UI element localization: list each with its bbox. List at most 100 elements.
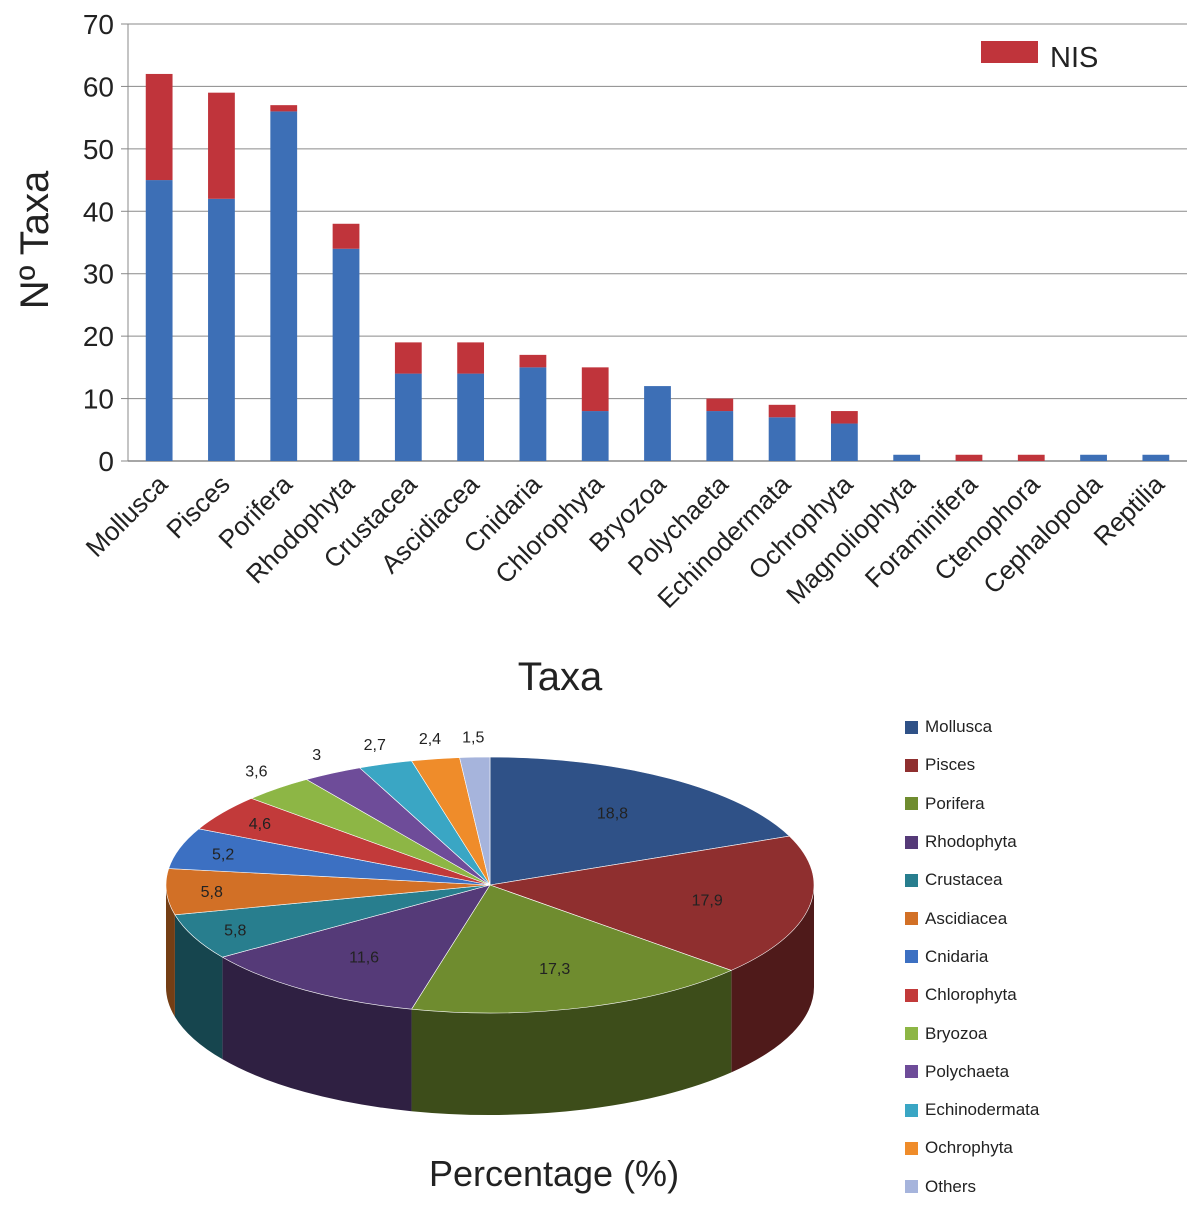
pie-label-chlorophyta: 4,6 xyxy=(249,816,271,833)
bar-segment-chlorophyta-nis xyxy=(581,367,609,412)
pie-slice-mollusca xyxy=(489,756,791,886)
legend-swatch xyxy=(905,1180,918,1194)
bar-segment-ascidiacea-total xyxy=(457,373,485,461)
y-tick-label: 40 xyxy=(83,196,114,227)
legend-label: Ascidiacea xyxy=(925,908,1008,928)
x-tick-label-reptilia: Reptilia xyxy=(1088,469,1171,552)
legend-label: Others xyxy=(925,1176,977,1196)
y-tick-label: 20 xyxy=(83,321,114,352)
legend-swatch xyxy=(905,720,918,734)
y-tick-label: 0 xyxy=(98,446,114,477)
bar-segment-pisces-nis xyxy=(208,92,235,199)
legend-item-ascidiacea: Ascidiacea xyxy=(905,899,1175,937)
legend-label: Polychaeta xyxy=(925,1061,1010,1081)
bar-segment-crustacea-total xyxy=(394,373,422,461)
pie-side-ascidiacea xyxy=(166,885,175,1017)
pie-label-rhodophyta: 11,6 xyxy=(349,949,379,966)
legend-item-ochrophyta: Ochrophyta xyxy=(905,1129,1175,1167)
legend-item-echinodermata: Echinodermata xyxy=(905,1091,1175,1129)
bar-segment-mollusca-nis xyxy=(145,73,173,181)
legend-item-pisces: Pisces xyxy=(905,746,1175,784)
pie-slice-pisces xyxy=(489,835,815,971)
legend-swatch xyxy=(905,873,918,887)
pie-side-pisces xyxy=(731,885,815,1073)
legend-label: Echinodermata xyxy=(925,1100,1040,1120)
bar-segment-pisces-total xyxy=(208,198,235,462)
bar-segment-cephalopoda-total xyxy=(1080,454,1107,461)
bar-segment-magnoliophyta-total xyxy=(893,454,921,461)
legend-label: Rhodophyta xyxy=(925,832,1017,852)
pie-label-ochrophyta: 2,4 xyxy=(419,731,441,748)
legend-label-nis: NIS xyxy=(1050,42,1098,74)
legend-item-polychaeta: Polychaeta xyxy=(905,1053,1175,1091)
legend-swatch-nis xyxy=(981,41,1038,63)
bar-segment-rhodophyta-nis xyxy=(332,223,360,249)
y-tick-label: 60 xyxy=(83,71,114,102)
x-axis-label: Taxa xyxy=(518,655,603,699)
pie-label-others: 1,5 xyxy=(462,729,484,746)
bar-segment-ascidiacea-nis xyxy=(457,342,485,374)
bar-segment-echinodermata-total xyxy=(768,417,796,461)
pie-slice-others xyxy=(459,756,491,886)
bar-segment-porifera-total xyxy=(270,111,298,462)
legend-item-crustacea: Crustacea xyxy=(905,861,1175,899)
pie-label-porifera: 17,3 xyxy=(539,961,570,978)
legend-swatch xyxy=(905,912,918,926)
legend-item-cnidaria: Cnidaria xyxy=(905,938,1175,976)
legend-item-others: Others xyxy=(905,1168,1175,1206)
pie-data-labels: 18,8 17,9 17,3 11,6 5,8 5,8 5,2 4,6 3,6 3 2,7 2,4 1,… xyxy=(201,729,723,978)
bar-segment-polychaeta-total xyxy=(706,411,734,461)
bar-segment-cnidaria-total xyxy=(519,367,547,461)
legend-swatch xyxy=(905,797,918,811)
legend-swatch xyxy=(905,1065,918,1079)
bar-segment-polychaeta-nis xyxy=(706,398,734,412)
x-tick-label-mollusca: Mollusca xyxy=(80,469,174,563)
bar-segment-chlorophyta-total xyxy=(581,411,609,461)
bar-segment-crustacea-nis xyxy=(394,342,422,374)
bar-segment-mollusca-total xyxy=(145,180,173,462)
legend-swatch xyxy=(905,758,918,772)
bar-segment-reptilia-total xyxy=(1142,454,1170,461)
legend-label: Pisces xyxy=(925,755,976,775)
y-tick-label: 30 xyxy=(83,259,114,290)
pie-label-mollusca: 18,8 xyxy=(597,806,628,823)
pie-label-bryozoa: 3,6 xyxy=(245,764,267,781)
legend-item-porifera: Porifera xyxy=(905,785,1175,823)
pie-side-rhodophyta xyxy=(222,957,412,1112)
legend-swatch xyxy=(905,1141,918,1155)
pie-chart: 18,8 17,9 17,3 11,6 5,8 5,8 5,2 4,6 3,6 3 2,7 2,4 1,… xyxy=(165,729,815,1194)
pie-label-ascidiacea: 5,8 xyxy=(201,884,223,901)
y-tick-label: 70 xyxy=(83,9,114,40)
legend-label: Crustacea xyxy=(925,870,1003,890)
pie-slice-porifera xyxy=(411,884,733,1014)
bar-segment-ochrophyta-total xyxy=(830,423,858,461)
pie-label-cnidaria: 5,2 xyxy=(212,846,234,863)
legend-swatch xyxy=(905,988,918,1002)
legend-swatch xyxy=(905,1103,918,1117)
pie-label-crustacea: 5,8 xyxy=(224,923,246,940)
pie-side-crustacea xyxy=(174,914,223,1060)
bar-segment-ochrophyta-nis xyxy=(830,411,858,424)
bar-segment-foraminifera-nis xyxy=(955,454,983,461)
pie-axis-label: Percentage (%) xyxy=(429,1153,679,1194)
y-tick-labels: 0 10 20 30 40 50 60 70 xyxy=(83,9,114,477)
stacked-bar-chart: 0 10 20 30 40 50 60 70 MolluscaPiscesPoriferaRh… xyxy=(13,9,1187,699)
legend-label: Ochrophyta xyxy=(925,1138,1013,1158)
x-tick-labels: MolluscaPiscesPoriferaRhodophytaCrustace… xyxy=(80,469,1171,614)
legend-label: Chlorophyta xyxy=(925,985,1017,1005)
legend-item-rhodophyta: Rhodophyta xyxy=(905,823,1175,861)
pie-3d-sides xyxy=(166,885,815,1116)
pie-label-polychaeta: 3 xyxy=(312,747,321,764)
legend-label: Mollusca xyxy=(925,717,993,737)
bar-segment-rhodophyta-total xyxy=(332,248,360,461)
bar-segment-porifera-nis xyxy=(270,105,298,112)
pie-label-pisces: 17,9 xyxy=(692,893,723,910)
pie-side-porifera xyxy=(411,970,732,1116)
legend-swatch xyxy=(905,835,918,849)
bar-segment-cnidaria-nis xyxy=(519,354,547,368)
y-tick-label: 50 xyxy=(83,134,114,165)
pie-legend: Mollusca Pisces Porifera Rhodophyta Crustace… xyxy=(905,708,1175,1206)
y-axis-label: Nº Taxa xyxy=(13,170,57,309)
pie-label-echinodermata: 2,7 xyxy=(364,737,386,754)
